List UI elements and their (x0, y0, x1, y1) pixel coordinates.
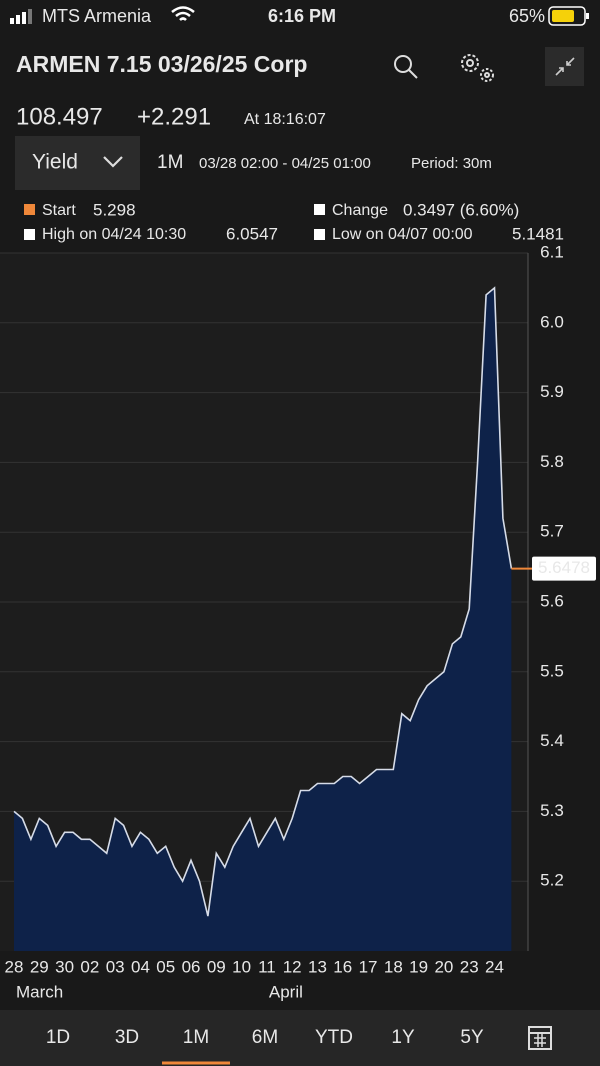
x-group-label: April (269, 982, 303, 1001)
x-tick-label: 19 (409, 957, 428, 976)
calendar-button[interactable] (528, 1026, 552, 1050)
settings-button[interactable] (461, 54, 494, 82)
y-tick-label: 5.6 (540, 591, 564, 610)
x-tick-label: 16 (333, 957, 352, 976)
y-tick-label: 5.9 (540, 382, 564, 401)
start-value: 5.298 (93, 200, 136, 219)
tabs: 1D 3D 1M 6M YTD 1Y 5Y (46, 1027, 484, 1065)
area-fill (14, 287, 512, 951)
security-title: ARMEN 7.15 03/26/25 Corp (16, 51, 307, 77)
x-group-label: March (16, 982, 63, 1001)
carrier: MTS Armenia (42, 6, 152, 26)
high-swatch (24, 229, 35, 240)
x-tick-label: 17 (359, 957, 378, 976)
clock: 6:16 PM (268, 6, 336, 26)
area-line (13, 286, 513, 917)
tab[interactable]: 6M (252, 1027, 278, 1048)
x-tick-label: 23 (460, 957, 479, 976)
change-value: 0.3497 (6.60%) (403, 200, 519, 219)
tab[interactable]: 5Y (460, 1027, 484, 1048)
y-tick-label: 5.3 (540, 801, 564, 820)
change-label: Change (332, 202, 388, 219)
x-tick-label: 20 (434, 957, 453, 976)
y-tick-label: 5.7 (540, 522, 564, 541)
wifi-icon (171, 6, 195, 21)
x-tick-label: 10 (232, 957, 251, 976)
x-tick-label: 28 (5, 957, 24, 976)
x-tick-label: 18 (384, 957, 403, 976)
x-tick-label: 30 (55, 957, 74, 976)
tab[interactable]: 1D (46, 1027, 70, 1048)
battery-text: 65% (509, 6, 545, 26)
low-value: 5.1481 (512, 224, 564, 243)
y-tick-label: 5.5 (540, 661, 564, 680)
x-tick-label: 13 (308, 957, 327, 976)
y-tick-label: 6.1 (540, 242, 564, 261)
y-tick-label: 5.2 (540, 871, 564, 890)
start-swatch (24, 204, 35, 215)
x-tick-label: 11 (258, 957, 276, 976)
last-value-label: 5.6478 (538, 558, 590, 577)
price: 108.497 (16, 103, 103, 130)
date-range: 03/28 02:00 - 04/25 01:00 (199, 155, 371, 172)
x-tick-label: 06 (182, 957, 201, 976)
x-tick-label: 04 (131, 957, 150, 976)
battery-icon (548, 6, 589, 26)
field-dropdown[interactable] (15, 136, 140, 190)
x-tick-label: 29 (30, 957, 49, 976)
quote-time: At 18:16:07 (244, 111, 326, 128)
high-value: 6.0547 (226, 224, 278, 243)
tab[interactable]: 1Y (391, 1027, 415, 1048)
field-label: Yield (32, 151, 78, 174)
period: Period: 30m (411, 155, 492, 172)
low-swatch (314, 229, 325, 240)
x-tick-label: 03 (106, 957, 125, 976)
signal (10, 9, 32, 24)
y-tick-label: 6.0 (540, 312, 564, 331)
x-tick-label: 02 (80, 957, 99, 976)
tab[interactable]: YTD (315, 1027, 353, 1048)
change-swatch (314, 204, 325, 215)
collapse-button[interactable] (545, 47, 584, 86)
y-tick-label: 5.8 (540, 452, 564, 471)
x-tick-label: 24 (485, 957, 504, 976)
low-label: Low on 04/07 00:00 (332, 226, 473, 243)
search-button[interactable] (394, 55, 418, 79)
chart: 5.2 5.3 5.4 5.5 5.6 5.7 5.8 5.9 6.0 6.1 5.6478 28 29… (0, 242, 596, 1001)
x-tick-label: 09 (207, 957, 226, 976)
x-tick-label: 12 (283, 957, 302, 976)
tab[interactable]: 1M (183, 1027, 209, 1048)
y-tick-label: 5.4 (540, 731, 564, 750)
tab[interactable]: 3D (115, 1027, 139, 1048)
tab-bar (0, 1010, 600, 1066)
high-label: High on 04/24 10:30 (42, 226, 186, 243)
last-value-box (532, 556, 596, 581)
price-change: +2.291 (137, 103, 211, 130)
start-label: Start (42, 202, 76, 219)
x-tick-label: 05 (156, 957, 175, 976)
range-label[interactable]: 1M (157, 152, 183, 173)
